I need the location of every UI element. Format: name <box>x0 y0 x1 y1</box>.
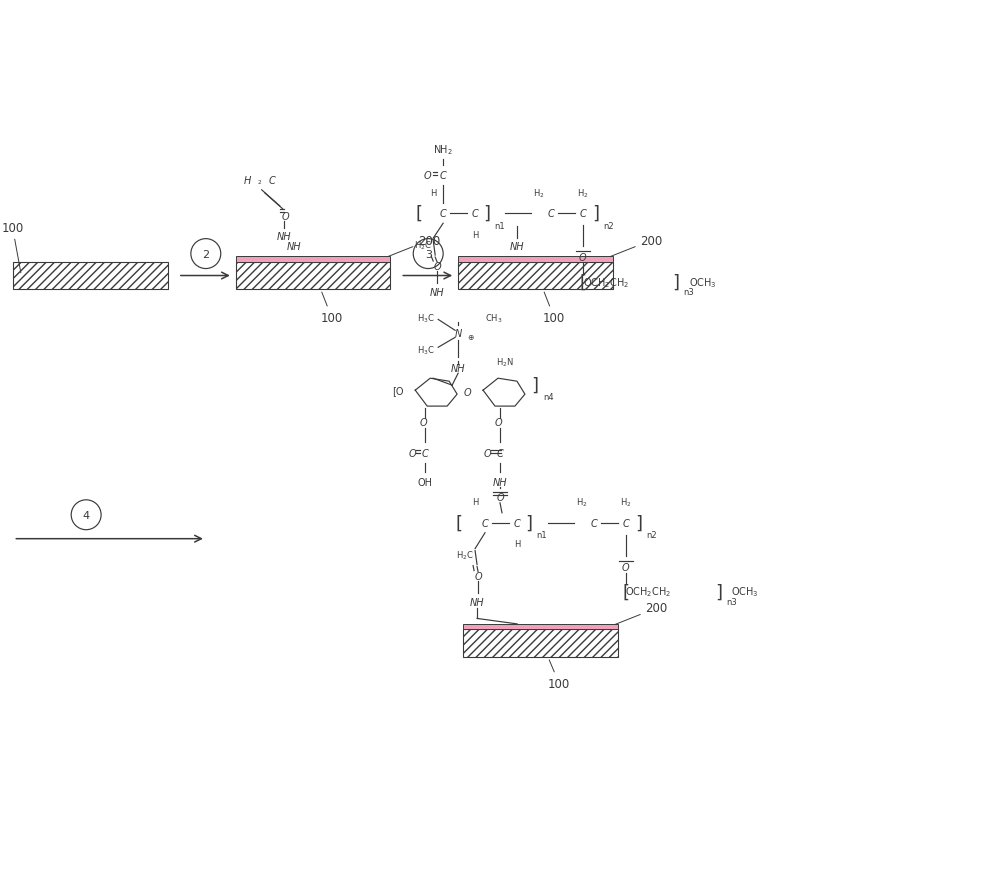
Text: n2: n2 <box>603 221 614 231</box>
Text: H: H <box>244 175 251 186</box>
Text: CH$_3$: CH$_3$ <box>485 312 503 324</box>
Text: NH: NH <box>430 288 444 297</box>
Text: C: C <box>547 209 554 219</box>
Text: C: C <box>472 209 478 219</box>
Text: O: O <box>423 171 431 182</box>
Text: NH: NH <box>510 242 524 252</box>
Text: ]: ] <box>635 514 642 532</box>
Text: H$_2$: H$_2$ <box>533 187 545 199</box>
Text: 4: 4 <box>83 510 90 520</box>
Text: H: H <box>472 498 478 507</box>
Text: ]: ] <box>715 583 722 601</box>
Text: NH: NH <box>470 598 484 608</box>
Text: H$_2$: H$_2$ <box>577 187 589 199</box>
Text: 100: 100 <box>543 293 565 325</box>
Text: O: O <box>433 261 441 272</box>
Text: C: C <box>497 448 503 459</box>
Text: OCH$_2$CH$_2$: OCH$_2$CH$_2$ <box>625 585 672 599</box>
Text: O: O <box>494 417 502 428</box>
Text: NH$_2$: NH$_2$ <box>433 143 453 157</box>
Text: ]: ] <box>531 377 538 395</box>
Text: n3: n3 <box>683 289 694 297</box>
Text: C: C <box>590 518 597 528</box>
Text: H: H <box>514 539 520 548</box>
Text: C: C <box>422 448 429 459</box>
Text: H: H <box>472 231 478 239</box>
Text: 200: 200 <box>615 602 668 624</box>
Text: O: O <box>408 448 416 459</box>
Text: H$_2$: H$_2$ <box>620 496 631 509</box>
Text: 100: 100 <box>1 221 24 274</box>
Text: H$_2$N: H$_2$N <box>496 357 514 369</box>
Text: 200: 200 <box>610 234 663 257</box>
Bar <box>458 262 613 290</box>
Bar <box>463 630 618 658</box>
Text: O: O <box>496 492 504 503</box>
Text: $_2$: $_2$ <box>257 178 262 187</box>
Text: H$_2$C: H$_2$C <box>456 549 474 561</box>
Text: ⊕: ⊕ <box>467 332 473 341</box>
Text: n1: n1 <box>537 531 547 539</box>
Text: H$_3$C: H$_3$C <box>417 344 435 356</box>
Text: NH: NH <box>493 477 507 488</box>
Text: n2: n2 <box>646 531 657 539</box>
Text: ]: ] <box>484 205 491 223</box>
Text: H$_2$C: H$_2$C <box>414 239 432 252</box>
Text: H$_2$: H$_2$ <box>576 496 588 509</box>
Text: OCH$_3$: OCH$_3$ <box>689 275 716 289</box>
Text: C: C <box>440 209 447 219</box>
Text: 200: 200 <box>388 234 440 257</box>
Bar <box>236 257 390 262</box>
Text: C: C <box>514 518 520 528</box>
Text: ]: ] <box>592 205 599 223</box>
Text: O: O <box>622 562 629 572</box>
Text: NH: NH <box>287 242 302 252</box>
Text: ]: ] <box>525 514 532 532</box>
Text: OH: OH <box>418 477 433 488</box>
Bar <box>463 624 618 630</box>
Text: OCH$_3$: OCH$_3$ <box>731 585 759 599</box>
Text: [: [ <box>579 274 586 292</box>
Text: 3: 3 <box>425 249 432 260</box>
Text: N: N <box>454 329 462 339</box>
Text: O: O <box>483 448 491 459</box>
Bar <box>236 262 390 290</box>
Text: C: C <box>579 209 586 219</box>
Text: [: [ <box>416 205 423 223</box>
Text: 2: 2 <box>202 249 209 260</box>
Text: [O: [O <box>393 386 404 396</box>
Text: NH: NH <box>276 232 291 241</box>
Text: O: O <box>282 211 289 222</box>
Text: C: C <box>622 518 629 528</box>
Text: n3: n3 <box>726 597 737 606</box>
Text: 100: 100 <box>321 293 343 325</box>
Text: O: O <box>419 417 427 428</box>
Text: [: [ <box>456 514 463 532</box>
Text: O: O <box>463 388 471 397</box>
Text: C: C <box>440 171 447 182</box>
Bar <box>13 262 168 290</box>
Bar <box>458 257 613 262</box>
Text: C: C <box>482 518 488 528</box>
Text: O: O <box>474 571 482 581</box>
Text: H$_3$C: H$_3$C <box>417 312 435 324</box>
Text: [: [ <box>622 583 629 601</box>
Text: O: O <box>579 253 587 263</box>
Text: C: C <box>268 175 275 186</box>
Text: n4: n4 <box>544 392 554 401</box>
Text: NH: NH <box>451 364 465 374</box>
Text: 100: 100 <box>548 660 570 690</box>
Text: ]: ] <box>672 274 679 292</box>
Text: H: H <box>430 189 436 197</box>
Text: OCH$_2$CH$_2$: OCH$_2$CH$_2$ <box>583 275 629 289</box>
Text: n1: n1 <box>495 221 505 231</box>
